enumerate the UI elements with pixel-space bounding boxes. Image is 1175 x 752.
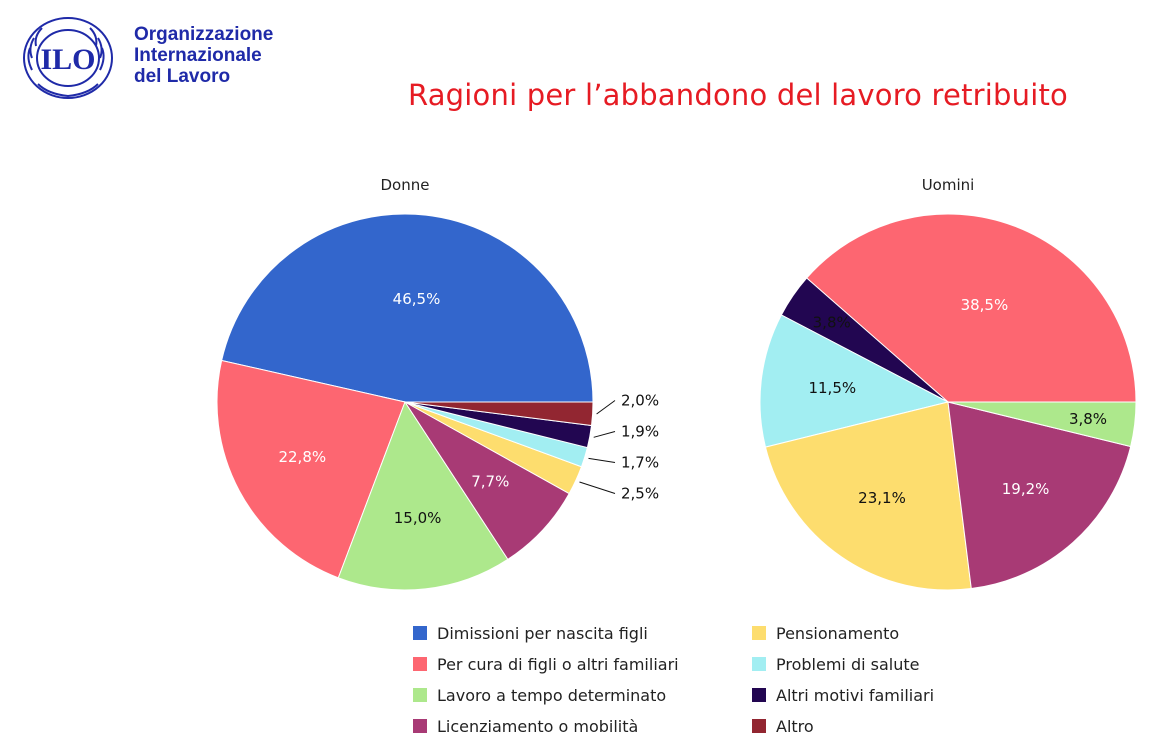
slice-uomini-pensionamento	[764, 401, 972, 591]
slice-uomini-problemi-di-salute	[759, 314, 950, 448]
legend-item-altri-motivi-familiari: Altri motivi familiari	[752, 684, 934, 706]
organization-name: Organizzazione Internazionale del Lavoro	[134, 24, 273, 87]
slice-uomini-licenziamento-o-mobilita	[947, 401, 1132, 590]
slice-uomini-per-cura-di-figli-o-altri-familiari	[805, 213, 1137, 403]
slice-donne-lavoro-a-tempo-determinato	[337, 400, 509, 591]
legend-item-dimissioni-per-nascita-figli: Dimissioni per nascita figli	[413, 622, 648, 644]
legend-label: Problemi di salute	[776, 654, 920, 674]
legend-item-pensionamento: Pensionamento	[752, 622, 899, 644]
org-name-line-1: Organizzazione	[134, 24, 274, 45]
legend-swatch-altro	[752, 719, 766, 733]
legend-item-problemi-di-salute: Problemi di salute	[752, 653, 919, 675]
slice-uomini-lavoro-a-tempo-determinato	[947, 401, 1137, 448]
legend-item-per-cura-di-figli-o-altri-familiari: Per cura di figli o altri familiari	[413, 653, 679, 675]
data-label-donne-dimissioni-per-nascita-figli: 46,5%	[393, 290, 441, 308]
chart-legend: Dimissioni per nascita figli Per cura di …	[413, 622, 973, 748]
pie-title-donne: Donne	[381, 176, 430, 194]
legend-swatch-licenziamento-o-mobilita	[413, 719, 427, 733]
legend-label: Lavoro a tempo determinato	[437, 685, 667, 705]
legend-label: Altri motivi familiari	[776, 685, 935, 705]
data-label-donne-altri-motivi-familiari: 1,9%	[621, 423, 659, 441]
data-label-uomini-licenziamento-o-mobilita: 19,2%	[1002, 480, 1050, 498]
data-label-uomini-pensionamento: 23,1%	[858, 489, 906, 507]
logo-text: ILO	[40, 43, 95, 76]
legend-item-altro: Altro	[752, 715, 814, 737]
leader-line-donne-altro	[596, 400, 616, 415]
legend-swatch-problemi-di-salute	[752, 657, 766, 671]
legend-item-licenziamento-o-mobilita: Licenziamento o mobilità	[413, 715, 638, 737]
data-label-donne-lavoro-a-tempo-determinato: 15,0%	[394, 509, 442, 527]
legend-swatch-pensionamento	[752, 626, 766, 640]
legend-item-lavoro-a-tempo-determinato: Lavoro a tempo determinato	[413, 684, 666, 706]
legend-swatch-per-cura-di-figli-o-altri-familiari	[413, 657, 427, 671]
legend-swatch-altri-motivi-familiari	[752, 688, 766, 702]
data-label-uomini-per-cura-di-figli-o-altri-familiari: 38,5%	[961, 296, 1009, 314]
data-label-uomini-lavoro-a-tempo-determinato: 3,8%	[1069, 410, 1107, 428]
data-label-donne-licenziamento-o-mobilita: 7,7%	[471, 473, 509, 491]
legend-label: Altro	[776, 716, 814, 736]
slice-donne-per-cura-di-figli-o-altri-familiari	[216, 359, 406, 579]
pie-donne: Donne 46,5% 22,8% 15,0% 7,7% 2,5% 1,7% 1,9% 2,0%	[216, 176, 659, 591]
page-title: Ragioni per l’abbandono del lavoro retri…	[408, 78, 1068, 112]
org-name-line-3: del Lavoro	[134, 66, 231, 87]
legend-label: Per cura di figli o altri familiari	[437, 654, 679, 674]
leader-line-donne-pensionamento	[579, 481, 616, 494]
data-label-uomini-altri-motivi-familiari: 3,8%	[813, 313, 851, 331]
data-label-uomini-problemi-di-salute: 11,5%	[808, 379, 856, 397]
pie-charts: Donne 46,5% 22,8% 15,0% 7,7% 2,5% 1,7% 1,9% 2,0%…	[216, 176, 1137, 591]
legend-swatch-lavoro-a-tempo-determinato	[413, 688, 427, 702]
pie-title-uomini: Uomini	[922, 176, 975, 194]
ilo-logo-icon: ILO	[23, 17, 113, 99]
data-label-donne-problemi-di-salute: 1,7%	[621, 454, 659, 472]
slice-donne-altro	[404, 401, 594, 427]
legend-label: Dimissioni per nascita figli	[437, 623, 648, 643]
data-label-donne-per-cura-di-figli-o-altri-familiari: 22,8%	[278, 448, 326, 466]
data-label-donne-altro: 2,0%	[621, 392, 659, 410]
pie-uomini: Uomini 38,5% 3,8% 11,5% 23,1% 19,2% 3,8%	[759, 176, 1137, 591]
legend-label: Licenziamento o mobilità	[437, 716, 639, 736]
slice-donne-dimissioni-per-nascita-figli	[221, 213, 594, 403]
leader-line-donne-altri-motivi-familiari	[593, 431, 616, 438]
legend-swatch-dimissioni-per-nascita-figli	[413, 626, 427, 640]
leader-line-donne-problemi-di-salute	[588, 457, 616, 463]
legend-label: Pensionamento	[776, 623, 900, 643]
data-label-donne-pensionamento: 2,5%	[621, 485, 659, 503]
org-name-line-2: Internazionale	[134, 45, 262, 66]
